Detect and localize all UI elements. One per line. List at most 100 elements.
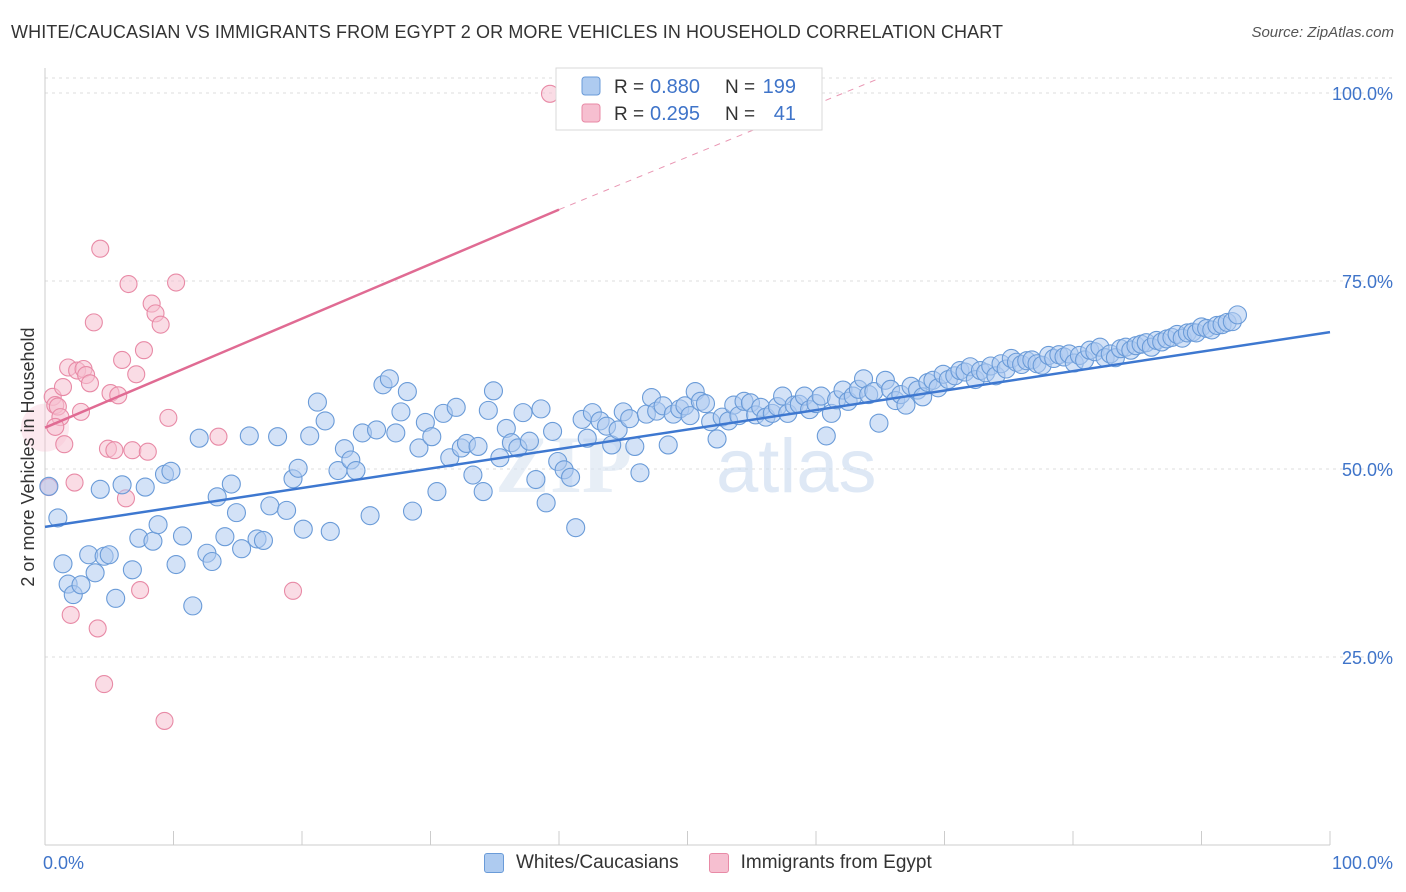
data-point-whites-86: [577, 428, 597, 448]
data-point-whites-50: [366, 420, 387, 440]
legend-r-value-1: 0.880: [650, 76, 700, 98]
data-point-egypt-15: [88, 619, 107, 638]
data-point-whites-5: [71, 575, 91, 595]
data-point-whites-26: [207, 487, 227, 507]
data-point-egypt-20: [105, 441, 124, 460]
data-point-whites-78: [531, 399, 551, 419]
tick-labels: 25.0% 50.0% 75.0% 100.0% 0.0% 100.0%: [43, 84, 1393, 873]
data-point-whites-93: [620, 409, 640, 429]
data-point-whites-15: [135, 477, 155, 497]
data-point-whites-104: [680, 406, 700, 426]
data-point-whites-10: [99, 545, 119, 565]
data-point-whites-2: [53, 554, 73, 574]
data-point-whites-36: [277, 500, 297, 520]
data-point-whites-27: [215, 527, 235, 547]
legend-n-label-1: N =: [725, 77, 755, 98]
data-point-whites-22: [183, 596, 203, 616]
trend-lines: [44, 77, 1331, 529]
data-point-whites-54: [391, 402, 411, 422]
y-tick-label-2: 75.0%: [1342, 272, 1393, 292]
data-point-egypt-27: [131, 581, 150, 600]
data-point-whites-109: [707, 429, 727, 449]
data-point-whites-34: [260, 496, 280, 516]
data-point-whites-40: [300, 426, 320, 446]
data-point-whites-28: [221, 474, 241, 494]
data-point-egypt-13: [80, 374, 100, 393]
data-point-egypt-25: [123, 441, 142, 460]
data-point-whites-47: [346, 460, 366, 481]
legend-item-egypt: Immigrants from Egypt: [708, 852, 932, 874]
data-point-egypt-28: [134, 341, 153, 360]
data-point-whites-59: [422, 427, 442, 447]
data-point-whites-8: [90, 479, 110, 499]
legend-n-value-1: 199: [763, 76, 796, 98]
data-point-whites-43: [320, 521, 340, 541]
data-point-egypt-35: [167, 273, 186, 292]
data-point-whites-33: [253, 530, 274, 551]
y-axis-label: 2 or more Vehicles in Household: [18, 327, 38, 586]
data-point-whites-84: [566, 518, 586, 538]
data-point-whites-67: [468, 436, 488, 457]
data-point-whites-83: [561, 467, 581, 487]
data-point-egypt-37: [283, 581, 303, 600]
data-point-whites-13: [122, 560, 142, 580]
data-point-whites-139: [869, 413, 889, 433]
data-point-egypt-26: [127, 365, 146, 384]
legend-r-label-2: R =: [614, 104, 644, 125]
data-point-whites-76: [519, 431, 539, 451]
data-point-whites-35: [268, 427, 288, 447]
data-point-whites-208: [1227, 305, 1248, 325]
data-point-egypt-8: [65, 473, 84, 492]
trend-line-egypt-extension: [558, 77, 881, 211]
data-point-egypt-17: [95, 675, 114, 694]
data-point-whites-80: [543, 421, 563, 441]
source-label: Source: ZipAtlas.com: [1251, 24, 1394, 41]
data-point-whites-69: [478, 400, 498, 420]
data-point-whites-41: [307, 392, 327, 412]
data-point-whites-52: [379, 369, 399, 389]
data-point-whites-25: [202, 551, 222, 572]
data-point-whites-0: [39, 476, 59, 496]
data-point-egypt-36: [209, 427, 228, 446]
data-point-whites-29: [226, 503, 247, 523]
legend-n-label-2: N =: [725, 104, 755, 125]
data-point-whites-79: [536, 493, 556, 513]
data-point-whites-70: [483, 381, 504, 401]
data-point-whites-30: [232, 539, 252, 559]
trend-line-egypt: [44, 208, 560, 429]
data-point-egypt-14: [84, 313, 103, 332]
data-point-whites-23: [189, 428, 209, 448]
swatch-whites: [484, 853, 504, 873]
bottom-legend: Whites/Caucasians Immigrants from Egypt: [484, 852, 962, 874]
data-point-whites-77: [526, 469, 546, 490]
data-point-whites-1: [48, 508, 68, 528]
data-point-whites-100: [658, 435, 678, 455]
trend-line-whites: [44, 330, 1331, 529]
x-tick-label-1: 100.0%: [1332, 853, 1393, 873]
legend-swatch-blue: [581, 76, 601, 96]
data-point-egypt-40: [53, 378, 73, 397]
legend-label-egypt: Immigrants from Egypt: [740, 852, 932, 873]
series-immigrants-egypt: [21, 84, 560, 730]
axes: [44, 68, 1331, 846]
data-point-egypt-29: [138, 442, 157, 461]
data-point-egypt-22: [113, 350, 132, 370]
legend-label-whites: Whites/Caucasians: [516, 852, 679, 873]
data-point-whites-63: [446, 397, 466, 417]
data-point-whites-53: [386, 423, 406, 443]
legend-r-value-2: 0.295: [650, 103, 700, 125]
watermark-atlas: atlas: [716, 424, 877, 509]
y-tick-label-0: 25.0%: [1342, 648, 1393, 668]
data-point-whites-60: [427, 482, 447, 502]
data-point-whites-38: [288, 458, 308, 478]
data-point-egypt-7: [61, 605, 80, 624]
data-point-whites-75: [513, 403, 533, 423]
data-point-whites-16: [143, 531, 163, 551]
data-point-whites-11: [106, 588, 126, 608]
data-point-egypt-5: [55, 435, 74, 454]
data-point-whites-95: [630, 463, 650, 483]
data-point-whites-31: [239, 426, 259, 446]
data-point-whites-19: [161, 461, 181, 481]
data-point-egypt-32: [151, 315, 170, 334]
